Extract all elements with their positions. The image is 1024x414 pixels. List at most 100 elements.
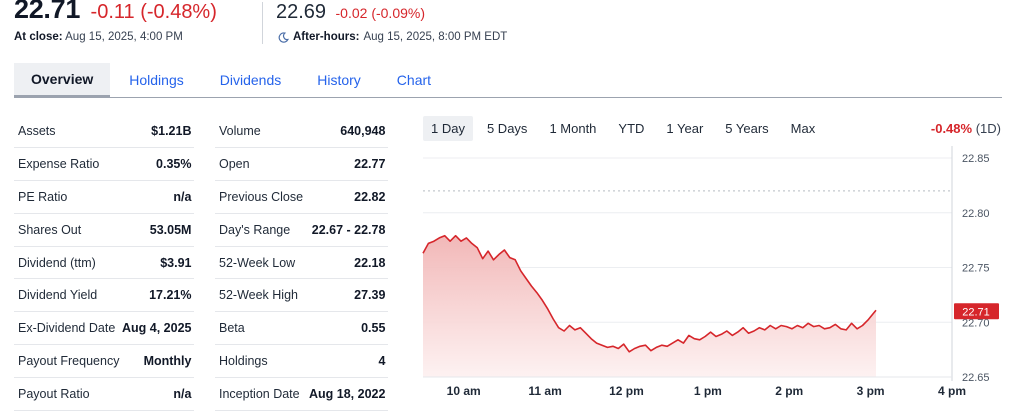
stat-value: n/a [122,377,195,411]
stat-value: Monthly [122,344,195,378]
range-max-button[interactable]: Max [790,120,816,136]
x-tick-label: 2 pm [775,384,803,398]
tab-history[interactable]: History [317,72,361,88]
stats-table-left: Assets $1.21B Expense Ratio 0.35% PE Ratio… [14,115,202,411]
stat-value: 22.67 - 22.78 [309,213,389,247]
chart-range-bar: 1 Day 5 Days 1 Month YTD 1 Year 5 Years … [423,115,1003,141]
stat-value: 53.05M [122,213,195,247]
tab-chart[interactable]: Chart [396,72,432,88]
stat-value: $3.91 [122,246,195,280]
quote-divider [262,2,263,44]
stat-row-52-week-high: 52-Week High 27.39 [215,278,389,313]
y-tick-label: 22.75 [962,263,990,275]
stat-row-payout-frequency: Payout Frequency Monthly [14,344,195,378]
stat-value: 4 [309,344,389,378]
tab-dividends[interactable]: Dividends [219,72,282,88]
close-time: Aug 15, 2025, 4:00 PM [65,31,183,43]
x-tick-label: 10 am [447,384,481,398]
stat-label: PE Ratio [14,180,122,214]
stat-row-ex-dividend-date: Ex-Dividend Date Aug 4, 2025 [14,311,195,346]
y-tick-label: 22.65 [962,372,990,384]
stat-value: $1.21B [122,115,195,149]
stat-label: Assets [14,115,122,149]
stat-row-52-week-low: 52-Week Low 22.18 [215,246,389,280]
x-tick-label: 11 am [528,384,561,398]
stat-row-volume: Volume 640,948 [215,115,389,149]
stat-row-assets: Assets $1.21B [14,115,195,149]
stat-label: Payout Frequency [14,344,122,378]
price-line [422,234,877,353]
range-1-year-button[interactable]: 1 Year [666,120,704,136]
tab-overview[interactable]: Overview [14,63,111,97]
price-change: -0.11 (-0.48%) [90,1,217,23]
performance-value: -0.48% [930,120,973,136]
quote-after-hours: 22.69 -0.02 (-0.09%) [276,1,425,24]
stat-row-dividend-yield: Dividend Yield 17.21% [14,278,195,313]
stat-label: Dividend (ttm) [14,246,122,280]
after-hours-label: After-hours: [293,31,360,43]
range-1-day-button[interactable]: 1 Day [423,115,473,141]
stat-value: Aug 4, 2025 [122,311,195,346]
price-area [423,235,876,377]
stat-label: Open [215,147,309,182]
last-price-badge [954,303,999,320]
stat-label: 52-Week Low [215,246,309,280]
stat-value: 0.55 [309,311,389,346]
after-hours-price: 22.69 [276,1,327,23]
quote-main: 22.71 -0.11 (-0.48%) [14,0,217,25]
stat-value: 27.39 [309,278,389,313]
stat-row-holdings: Holdings 4 [215,344,389,378]
range-5-years-button[interactable]: 5 Years [725,120,769,136]
range-1-month-button[interactable]: 1 Month [549,120,597,136]
last-price-badge-label: 22.71 [962,306,990,318]
stat-row-expense-ratio: Expense Ratio 0.35% [14,147,195,182]
stat-row-previous-close: Previous Close 22.82 [215,180,389,214]
stat-label: Inception Date [215,377,309,411]
stat-label: Ex-Dividend Date [14,311,122,346]
stat-value: 22.18 [309,246,389,280]
stat-value: Aug 18, 2022 [309,377,389,411]
y-tick-label: 22.80 [962,208,990,220]
after-hours-info: After-hours: Aug 15, 2025, 8:00 PM EDT [278,31,507,43]
stats-table-right: Volume 640,948 Open 22.77 Previous Close 22… [215,115,398,411]
x-tick-label: 3 pm [857,384,885,398]
close-info: At close: Aug 15, 2025, 4:00 PM [14,31,183,43]
stat-label: Previous Close [215,180,309,214]
stat-label: Shares Out [14,213,122,247]
stat-row-inception-date: Inception Date Aug 18, 2022 [215,377,389,411]
after-hours-change: -0.02 (-0.09%) [335,5,425,21]
stat-label: Holdings [215,344,309,378]
stat-label: Payout Ratio [14,377,122,411]
chart-performance: -0.48% (1D) [931,121,1001,136]
stat-row-payout-ratio: Payout Ratio n/a [14,377,195,411]
stat-label: Expense Ratio [14,147,122,182]
stat-value: 640,948 [309,115,389,149]
after-hours-time: Aug 15, 2025, 8:00 PM EDT [363,31,508,43]
stat-value: 0.35% [122,147,195,182]
stat-row-pe-ratio: PE Ratio n/a [14,180,195,214]
last-price: 22.71 [14,0,81,24]
range-ytd-button[interactable]: YTD [618,120,645,136]
stat-row-days-range: Day's Range 22.67 - 22.78 [215,213,389,247]
stat-value: 22.77 [309,147,389,182]
stat-row-dividend-ttm: Dividend (ttm) $3.91 [14,246,195,280]
stat-label: Day's Range [215,213,309,247]
y-tick-label: 22.85 [962,153,990,165]
stat-row-beta: Beta 0.55 [215,311,389,346]
x-tick-label: 12 pm [609,384,644,398]
tab-holdings[interactable]: Holdings [129,72,184,88]
x-tick-label: 4 pm [938,384,966,398]
stat-value: 22.82 [309,180,389,214]
moon-icon [278,31,289,43]
stat-value: n/a [122,180,195,214]
performance-period: (1D) [975,120,1001,136]
stat-label: Dividend Yield [14,278,122,313]
stat-row-open: Open 22.77 [215,147,389,182]
stat-label: Beta [215,311,309,346]
tab-bar: Overview Holdings Dividends History Char… [14,63,1002,98]
stat-row-shares-out: Shares Out 53.05M [14,213,195,247]
y-tick-label: 22.70 [962,317,990,329]
range-5-days-button[interactable]: 5 Days [486,120,528,136]
close-label: At close: [14,31,63,43]
